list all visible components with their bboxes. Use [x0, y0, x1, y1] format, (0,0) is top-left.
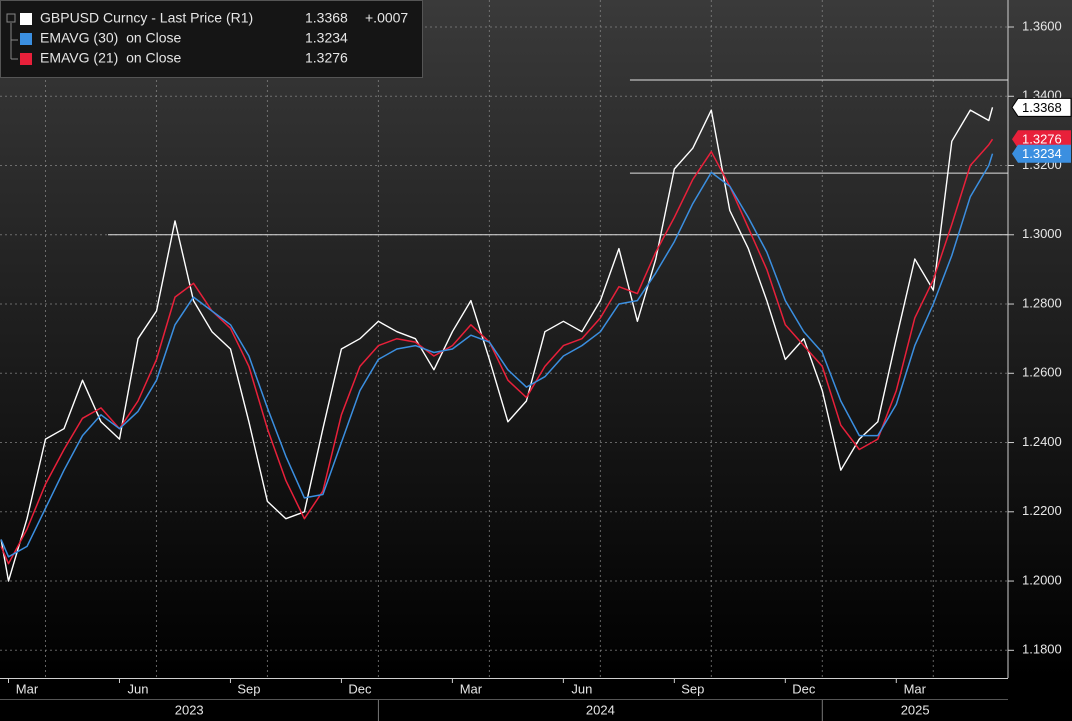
value-tag — [1012, 144, 1071, 163]
y-tick-label: 1.3600 — [1022, 18, 1062, 33]
x-tick-label: Sep — [237, 681, 260, 696]
y-tick-label: 1.2000 — [1022, 572, 1062, 587]
value-tag-label: 1.3276 — [1022, 132, 1062, 147]
x-tick-label: Dec — [792, 681, 816, 696]
series-line — [0, 153, 994, 558]
y-tick-label: 1.1800 — [1022, 642, 1062, 657]
legend-box — [0, 0, 423, 78]
year-label: 2024 — [586, 702, 615, 717]
x-tick-label: Mar — [904, 681, 927, 696]
legend-swatch — [20, 13, 32, 25]
x-tick-label: Jun — [571, 681, 592, 696]
series-line — [0, 107, 994, 582]
value-tag-label: 1.3234 — [1022, 146, 1062, 161]
series-line — [0, 138, 994, 565]
legend-swatch — [20, 33, 32, 45]
legend-tree — [10, 23, 18, 60]
plot-background — [0, 0, 1072, 678]
legend-value: 1.3276 — [305, 50, 348, 66]
legend-label: EMAVG (21) on Close — [40, 50, 182, 66]
lines — [0, 107, 994, 582]
legend-swatch — [20, 53, 32, 65]
x-tick-label: Mar — [460, 681, 483, 696]
x-tick-label: Jun — [127, 681, 148, 696]
y-tick-label: 1.3000 — [1022, 226, 1062, 241]
year-label: 2023 — [175, 702, 204, 717]
legend-value: 1.3234 — [305, 30, 348, 46]
x-tick-label: Dec — [348, 681, 372, 696]
legend-change: +.0007 — [365, 10, 408, 26]
legend-value: 1.3368 — [305, 10, 348, 26]
legend-collapse — [6, 13, 16, 23]
value-tag-label: 1.3368 — [1022, 100, 1062, 115]
value-tag — [1012, 130, 1071, 149]
y-tick-label: 1.2800 — [1022, 295, 1062, 310]
y-tick-label: 1.2400 — [1022, 434, 1062, 449]
value-tag — [1011, 97, 1072, 117]
y-tick-label: 1.2600 — [1022, 365, 1062, 380]
axes: 1.1800 1.2000 1.2200 1.2400 1.2600 1.2800 1.30… — [8, 18, 1072, 721]
legend-label: GBPUSD Curncy - Last Price (R1) — [40, 10, 253, 26]
x-tick-label: Sep — [681, 681, 704, 696]
year-label: 2025 — [901, 702, 930, 717]
legend: GBPUSD Curncy - Last Price (R1) 1.3368 +.0… — [0, 0, 423, 78]
y-tick-label: 1.2200 — [1022, 503, 1062, 518]
x-tick-label: Mar — [16, 681, 39, 696]
legend-label: EMAVG (30) on Close — [40, 30, 182, 46]
grid — [0, 0, 1008, 678]
